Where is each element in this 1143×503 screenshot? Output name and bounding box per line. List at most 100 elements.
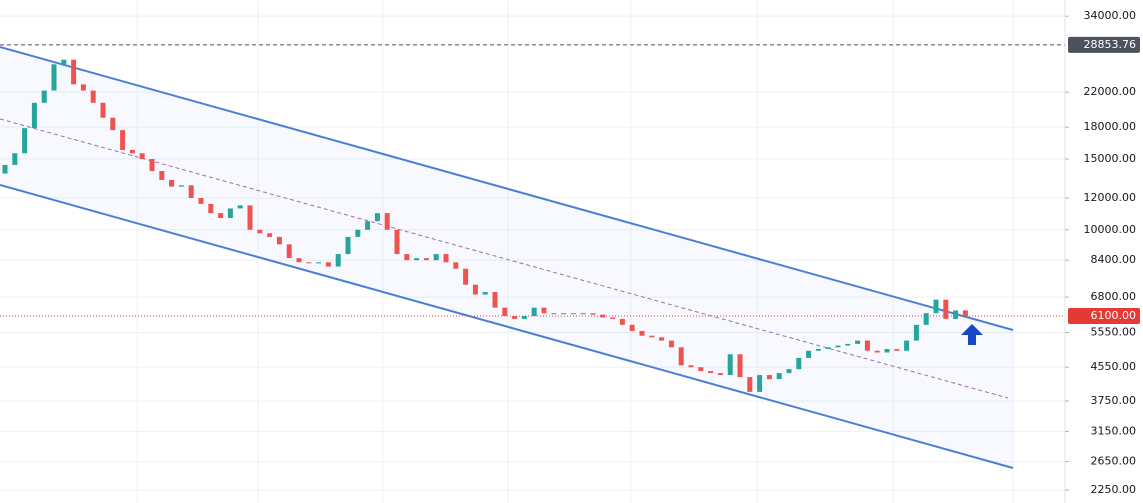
candle — [708, 371, 714, 374]
y-axis: 34000.00 22000.00 18000.00 15000.00 12000.00… — [1065, 9, 1140, 496]
candle — [600, 314, 606, 318]
channel-middle — [0, 118, 1009, 399]
candle — [257, 229, 263, 234]
y-tick-label: 2650.00 — [1091, 455, 1137, 468]
candle — [619, 318, 625, 325]
candle — [933, 299, 939, 314]
candle — [178, 185, 184, 187]
candle — [590, 313, 596, 315]
y-tick-label: 8400.00 — [1091, 253, 1137, 266]
candle — [22, 128, 28, 154]
candle — [953, 310, 959, 319]
candle — [962, 310, 968, 317]
candle — [198, 197, 204, 204]
candle — [737, 354, 743, 378]
candle — [61, 59, 67, 65]
candle — [159, 171, 165, 180]
candle — [512, 316, 518, 319]
candle — [423, 258, 429, 261]
candle — [894, 349, 900, 351]
candle — [384, 213, 390, 230]
candle — [786, 369, 792, 374]
candle — [129, 149, 135, 154]
candle — [649, 335, 655, 338]
candle — [218, 213, 224, 218]
candle — [443, 254, 449, 263]
candle — [747, 377, 753, 392]
y-tick-label: 2250.00 — [1091, 483, 1137, 496]
candle — [139, 153, 145, 159]
candle — [463, 268, 469, 285]
candle — [766, 375, 772, 380]
candle — [874, 350, 880, 353]
candle — [90, 90, 96, 103]
candle — [913, 324, 919, 341]
candle — [835, 345, 841, 348]
candle — [864, 340, 870, 351]
candle — [855, 340, 861, 344]
candle — [325, 262, 331, 267]
price-lines — [0, 44, 1065, 317]
y-tick-label: 10000.00 — [1084, 223, 1137, 236]
candle — [502, 307, 508, 317]
y-tick-label: 6800.00 — [1091, 290, 1137, 303]
candle — [12, 153, 18, 165]
y-tick-label: 15000.00 — [1084, 152, 1137, 165]
candle — [169, 179, 175, 187]
candle — [345, 236, 351, 255]
candle — [149, 158, 155, 172]
y-tick-label: 4550.00 — [1091, 360, 1137, 373]
candle — [521, 316, 527, 319]
candle — [825, 347, 831, 350]
candle — [668, 340, 674, 348]
y-tick-label: 34000.00 — [1084, 9, 1137, 22]
candle — [2, 164, 8, 174]
channel-fill — [0, 47, 1013, 468]
y-tick-label: 5550.00 — [1091, 326, 1137, 339]
y-tick-label: 3750.00 — [1091, 394, 1137, 407]
candle — [551, 313, 557, 315]
candle — [31, 102, 37, 129]
arrow-icon — [961, 324, 983, 345]
candle — [629, 324, 635, 331]
y-tick-label: 22000.00 — [1084, 85, 1137, 98]
candle — [71, 59, 77, 85]
price-label-box — [1068, 36, 1140, 53]
candle — [237, 205, 243, 209]
candle — [208, 203, 214, 214]
candle — [276, 236, 282, 245]
candle — [100, 102, 106, 118]
candle — [806, 350, 812, 358]
candle — [355, 229, 361, 237]
candle — [717, 373, 723, 376]
candle — [472, 284, 478, 295]
candle — [884, 349, 890, 353]
y-tick-label: 18000.00 — [1084, 120, 1137, 133]
candle — [286, 244, 292, 259]
candle — [394, 229, 400, 255]
candle — [943, 299, 949, 319]
candle — [776, 373, 782, 380]
candle — [247, 205, 253, 230]
candle — [365, 221, 371, 230]
candle — [757, 375, 763, 392]
channel-upper — [0, 46, 1014, 331]
candle — [482, 292, 488, 295]
candle — [610, 317, 616, 319]
price-label: 28853.76 — [1084, 38, 1137, 51]
candle — [41, 90, 47, 103]
candle — [796, 357, 802, 370]
price-label: 6100.00 — [1091, 309, 1137, 322]
candle — [80, 84, 86, 91]
candle — [678, 347, 684, 366]
candle — [296, 258, 302, 263]
candle — [316, 262, 322, 264]
price-label-box — [1068, 308, 1140, 325]
candle — [580, 313, 586, 315]
candle — [374, 213, 380, 222]
candle — [120, 130, 126, 150]
candle — [698, 367, 704, 372]
grid — [0, 0, 1065, 503]
candle — [227, 208, 233, 218]
